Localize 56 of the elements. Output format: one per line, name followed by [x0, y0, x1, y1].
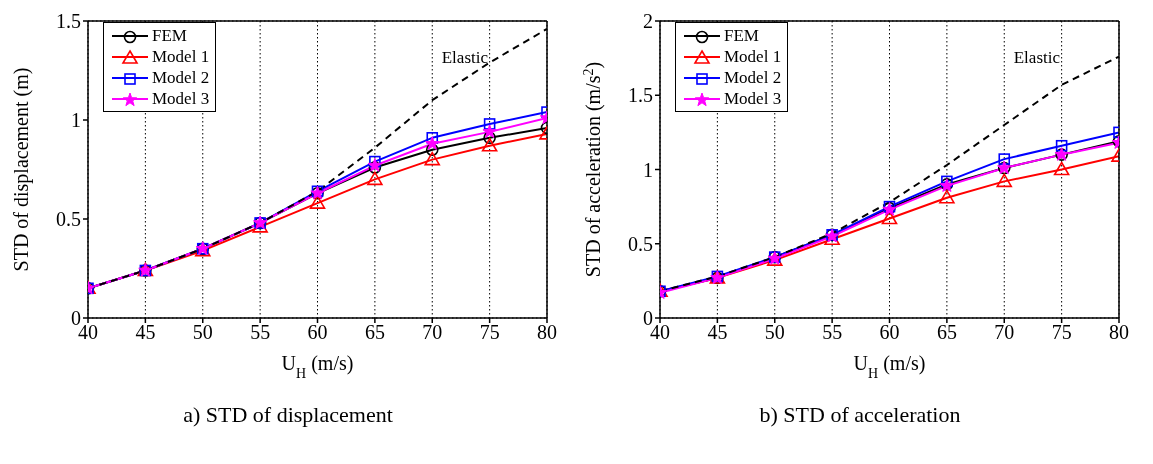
y-tick-label: 0.5 [628, 232, 653, 255]
point [369, 155, 381, 168]
legend-label: FEM [724, 25, 759, 46]
legend-label: Model 1 [724, 46, 782, 67]
legend-label: Model 1 [152, 46, 210, 67]
point [367, 171, 383, 186]
x-tick-label: 80 [537, 321, 557, 344]
x-tick-label: 70 [422, 321, 443, 344]
legend-label: Model 3 [724, 88, 782, 109]
point [483, 131, 496, 145]
point [481, 137, 498, 152]
x-tick-label: 55 [822, 321, 843, 344]
point [425, 143, 439, 156]
x-axis-title: U$_{H}$ (m/s) [281, 352, 354, 381]
x-tick-label: 45 [707, 321, 728, 344]
x-tick-label: 50 [764, 321, 785, 344]
point [482, 124, 497, 139]
x-tick-label: 75 [1051, 321, 1072, 344]
x-tick-label: 65 [364, 321, 385, 344]
y-tick-label: 0 [643, 307, 653, 330]
y-tick-label: 1.5 [628, 84, 653, 107]
point [1053, 161, 1070, 176]
x-tick-label: 80 [1109, 321, 1129, 344]
y-tick-label: 1.5 [56, 10, 81, 33]
annotation: Elastic [1013, 48, 1060, 68]
point [998, 153, 1011, 165]
legend-label: Model 3 [152, 88, 210, 109]
x-tick-label: 70 [994, 321, 1015, 344]
x-tick-label: 45 [135, 321, 156, 344]
y-tick-label: 1 [643, 158, 653, 181]
point [424, 151, 441, 166]
y-tick-label: 2 [643, 10, 653, 33]
legend-label: Model 2 [152, 67, 210, 88]
y-tick-label: 0 [71, 307, 81, 330]
y-tick-label: 1 [71, 109, 81, 132]
x-tick-label: 75 [479, 321, 500, 344]
point [309, 195, 326, 209]
y-axis-title: STD of displacement (m) [10, 67, 33, 272]
x-tick-label: 60 [879, 321, 900, 344]
point [483, 118, 496, 130]
x-tick-label: 65 [936, 321, 957, 344]
x-tick-label: 55 [250, 321, 271, 344]
x-axis-title: U$_{H}$ (m/s) [853, 352, 926, 381]
point [425, 136, 440, 150]
legend-label: FEM [152, 25, 187, 46]
point [996, 173, 1013, 188]
legend-label: Model 2 [724, 67, 782, 88]
annotation: Elastic [441, 48, 488, 68]
x-tick-label: 50 [192, 321, 213, 344]
y-tick-label: 0.5 [56, 208, 81, 231]
text: b) STD of acceleration [758, 402, 962, 428]
x-tick-label: 60 [307, 321, 328, 344]
text: a) STD of displacement [182, 402, 394, 428]
point [939, 189, 955, 204]
point [1055, 139, 1068, 152]
point [426, 132, 439, 144]
